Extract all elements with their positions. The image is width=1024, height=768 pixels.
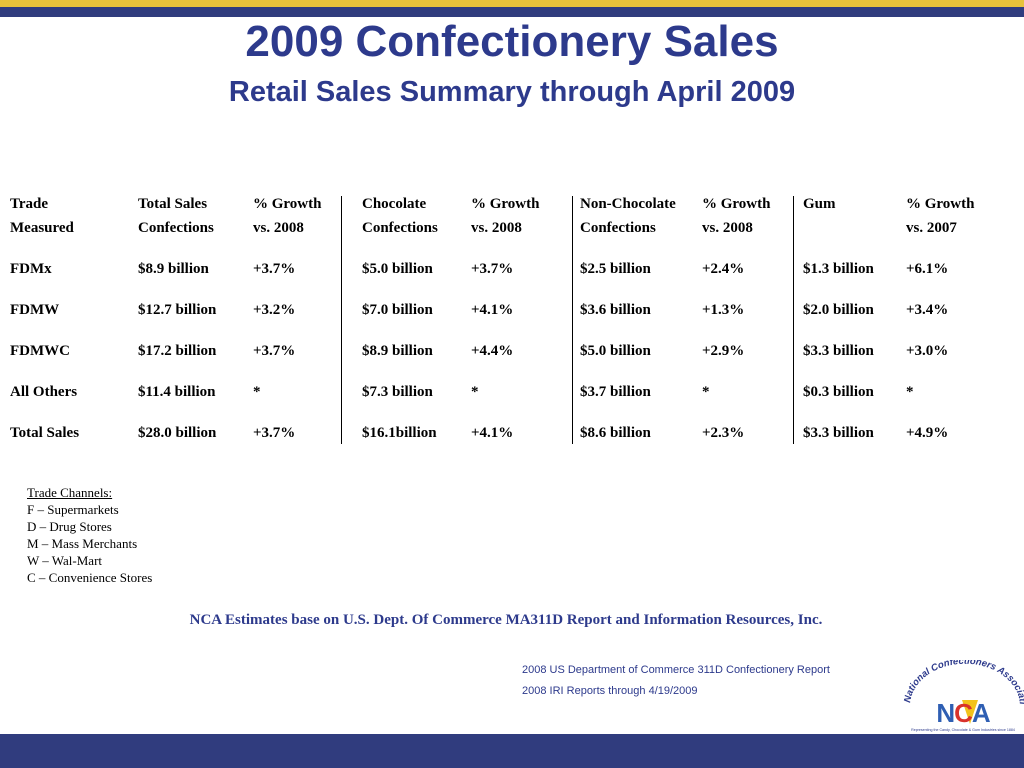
trade-channels-legend: Trade Channels: F – Supermarkets D – Dru… bbox=[27, 484, 152, 586]
page-title: 2009 Confectionery Sales bbox=[245, 17, 779, 66]
cell-total-sales: $11.4 billion bbox=[138, 384, 216, 400]
header-total-growth: % Growth bbox=[253, 196, 322, 212]
header-chocolate: Chocolate bbox=[362, 196, 427, 212]
cell-chocolate-growth: +4.4% bbox=[471, 343, 514, 359]
cell-total-growth: +3.7% bbox=[253, 343, 296, 359]
header-total-growth: vs. 2008 bbox=[253, 220, 304, 236]
cell-trade: FDMx bbox=[10, 261, 52, 277]
cell-gum-growth: +3.0% bbox=[906, 343, 949, 359]
cell-total-growth: +3.2% bbox=[253, 302, 296, 318]
header-gum-growth: vs. 2007 bbox=[906, 220, 957, 236]
header-non-chocolate-growth: % Growth bbox=[702, 196, 771, 212]
cell-chocolate: $16.1billion bbox=[362, 425, 437, 441]
column-divider bbox=[793, 196, 794, 444]
column-divider bbox=[341, 196, 342, 444]
cell-gum: $1.3 billion bbox=[803, 261, 874, 277]
header-non-chocolate: Confections bbox=[580, 220, 656, 236]
header-gum: Gum bbox=[803, 196, 836, 212]
cell-non-chocolate-growth: * bbox=[702, 384, 710, 400]
channel-item: F – Supermarkets bbox=[27, 502, 119, 517]
cell-gum-growth: +3.4% bbox=[906, 302, 949, 318]
cell-non-chocolate: $5.0 billion bbox=[580, 343, 651, 359]
cell-trade: Total Sales bbox=[10, 425, 80, 441]
cell-total-sales: $12.7 billion bbox=[138, 302, 217, 318]
top-navy-stripe bbox=[0, 7, 1024, 17]
cell-non-chocolate: $3.7 billion bbox=[580, 384, 651, 400]
channel-item: D – Drug Stores bbox=[27, 519, 112, 534]
cell-chocolate-growth: * bbox=[471, 384, 479, 400]
cell-gum: $3.3 billion bbox=[803, 425, 874, 441]
cell-trade: All Others bbox=[10, 384, 78, 400]
column-divider bbox=[572, 196, 573, 444]
logo-mark: NCA bbox=[936, 698, 991, 728]
source-note: NCA Estimates base on U.S. Dept. Of Comm… bbox=[189, 612, 823, 628]
cell-non-chocolate-growth: +2.3% bbox=[702, 425, 745, 441]
cell-chocolate-growth: +4.1% bbox=[471, 302, 514, 318]
header-gum-growth: % Growth bbox=[906, 196, 975, 212]
channel-item: M – Mass Merchants bbox=[27, 536, 138, 551]
header-non-chocolate-growth: vs. 2008 bbox=[702, 220, 753, 236]
channel-item: W – Wal-Mart bbox=[27, 553, 103, 568]
trade-channels-heading: Trade Channels: bbox=[27, 485, 113, 500]
cell-non-chocolate: $3.6 billion bbox=[580, 302, 651, 318]
cell-chocolate: $7.3 billion bbox=[362, 384, 433, 400]
cell-gum-growth: +6.1% bbox=[906, 261, 949, 277]
logo-triangle-icon bbox=[962, 700, 978, 724]
cell-non-chocolate-growth: +2.9% bbox=[702, 343, 745, 359]
cell-non-chocolate-growth: +1.3% bbox=[702, 302, 745, 318]
bottom-navy-bar bbox=[0, 734, 1024, 768]
nca-logo: National Confectioners Association NCA R… bbox=[899, 652, 1024, 734]
cell-chocolate: $5.0 billion bbox=[362, 261, 433, 277]
cell-chocolate-growth: +3.7% bbox=[471, 261, 514, 277]
cell-total-growth: * bbox=[253, 384, 261, 400]
cell-chocolate: $8.9 billion bbox=[362, 343, 433, 359]
cell-gum-growth: +4.9% bbox=[906, 425, 949, 441]
cell-total-sales: $8.9 billion bbox=[138, 261, 209, 277]
top-gold-stripe bbox=[0, 0, 1024, 7]
header-non-chocolate: Non-Chocolate bbox=[580, 196, 676, 212]
cell-gum-growth: * bbox=[906, 384, 914, 400]
sales-table: Trade Measured Total Sales Confections % Gro… bbox=[0, 190, 1024, 450]
header-total-sales: Confections bbox=[138, 220, 214, 236]
header-chocolate: Confections bbox=[362, 220, 438, 236]
cell-total-growth: +3.7% bbox=[253, 425, 296, 441]
cell-trade: FDMWC bbox=[10, 343, 70, 359]
cell-chocolate: $7.0 billion bbox=[362, 302, 433, 318]
cell-chocolate-growth: +4.1% bbox=[471, 425, 514, 441]
reference-item: 2008 IRI Reports through 4/19/2009 bbox=[522, 685, 698, 697]
cell-non-chocolate: $8.6 billion bbox=[580, 425, 651, 441]
cell-trade: FDMW bbox=[10, 302, 60, 318]
header-total-sales: Total Sales bbox=[138, 196, 208, 212]
cell-non-chocolate: $2.5 billion bbox=[580, 261, 651, 277]
header-chocolate-growth: vs. 2008 bbox=[471, 220, 522, 236]
cell-total-growth: +3.7% bbox=[253, 261, 296, 277]
nca-logo-graphic: National Confectioners Association NCA R… bbox=[899, 652, 1024, 732]
cell-total-sales: $17.2 billion bbox=[138, 343, 217, 359]
channel-item: C – Convenience Stores bbox=[27, 570, 153, 585]
cell-gum: $2.0 billion bbox=[803, 302, 874, 318]
header-chocolate-growth: % Growth bbox=[471, 196, 540, 212]
cell-total-sales: $28.0 billion bbox=[138, 425, 217, 441]
references: 2008 US Department of Commerce 311D Conf… bbox=[522, 660, 830, 702]
logo-tagline: Representing the Candy, Chocolate & Gum … bbox=[911, 728, 1015, 732]
reference-item: 2008 US Department of Commerce 311D Conf… bbox=[522, 664, 830, 676]
header-trade: Trade bbox=[10, 196, 49, 212]
cell-gum: $0.3 billion bbox=[803, 384, 874, 400]
cell-gum: $3.3 billion bbox=[803, 343, 874, 359]
cell-non-chocolate-growth: +2.4% bbox=[702, 261, 745, 277]
page-subtitle: Retail Sales Summary through April 2009 bbox=[228, 76, 796, 108]
header-trade: Measured bbox=[10, 220, 74, 236]
